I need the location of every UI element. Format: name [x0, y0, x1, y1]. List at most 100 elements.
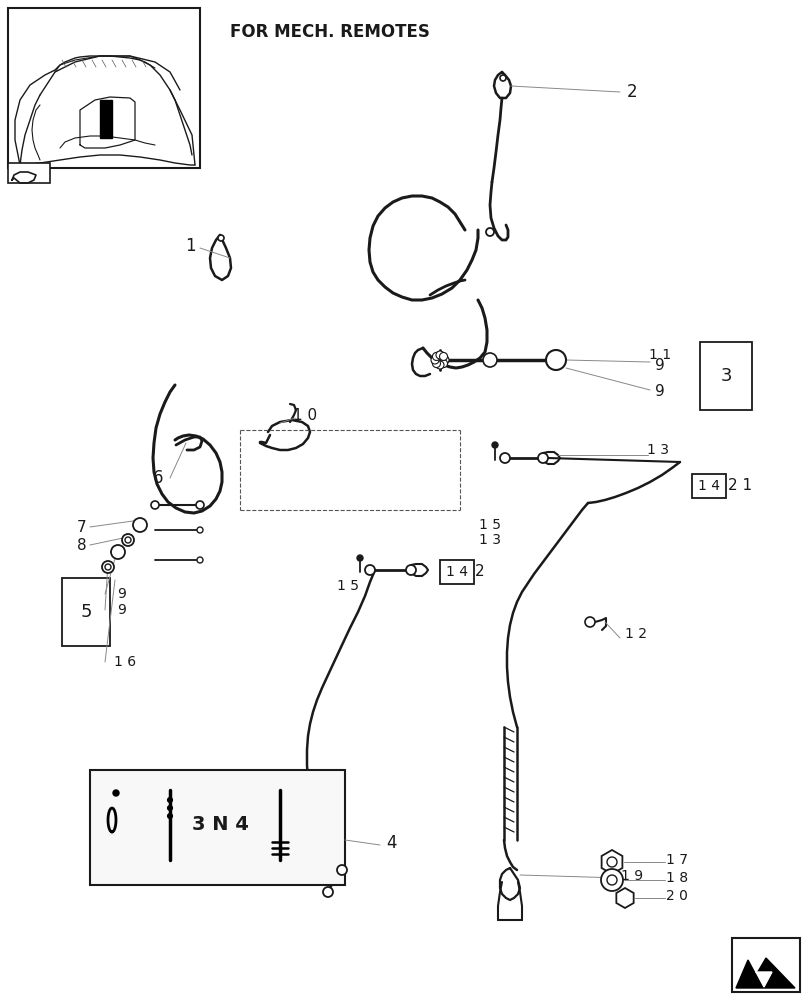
Text: 1 9: 1 9 — [620, 869, 642, 883]
Text: 1 0: 1 0 — [293, 408, 316, 422]
Circle shape — [115, 547, 120, 552]
Circle shape — [545, 350, 565, 370]
Circle shape — [486, 228, 493, 236]
Circle shape — [487, 360, 492, 366]
Text: 1 4: 1 4 — [445, 565, 467, 579]
Circle shape — [607, 875, 616, 885]
Circle shape — [436, 351, 444, 359]
Polygon shape — [616, 888, 633, 908]
Circle shape — [135, 524, 140, 529]
Circle shape — [167, 797, 172, 802]
Circle shape — [102, 561, 114, 573]
Circle shape — [431, 356, 439, 364]
Circle shape — [135, 521, 140, 526]
Polygon shape — [601, 850, 621, 874]
Circle shape — [125, 537, 131, 543]
Circle shape — [337, 865, 346, 875]
Circle shape — [113, 790, 119, 796]
Text: 2: 2 — [474, 564, 484, 580]
Circle shape — [111, 545, 125, 559]
Circle shape — [105, 564, 111, 570]
Text: 9: 9 — [654, 384, 664, 399]
Circle shape — [323, 887, 333, 897]
Circle shape — [432, 352, 440, 360]
Bar — [8, 163, 50, 183]
Circle shape — [500, 453, 509, 463]
Polygon shape — [165, 852, 175, 862]
Circle shape — [167, 805, 172, 810]
Polygon shape — [755, 972, 771, 987]
Polygon shape — [275, 790, 285, 800]
Polygon shape — [12, 174, 20, 180]
Text: 1 3: 1 3 — [646, 443, 668, 457]
Circle shape — [133, 518, 147, 532]
Circle shape — [139, 521, 144, 526]
Circle shape — [487, 354, 492, 360]
Circle shape — [600, 869, 622, 891]
Circle shape — [365, 565, 375, 575]
Text: 9: 9 — [654, 358, 664, 372]
Circle shape — [137, 520, 142, 525]
Circle shape — [118, 550, 122, 554]
Bar — [731, 938, 799, 992]
Text: 9: 9 — [118, 587, 127, 601]
Circle shape — [607, 857, 616, 867]
Circle shape — [489, 359, 495, 365]
Circle shape — [151, 501, 159, 509]
Circle shape — [439, 360, 447, 368]
Circle shape — [137, 525, 142, 530]
Text: 1 4: 1 4 — [697, 479, 719, 493]
Circle shape — [436, 361, 444, 369]
Circle shape — [135, 522, 139, 528]
Circle shape — [115, 552, 120, 557]
Text: 1 3: 1 3 — [478, 533, 500, 547]
Circle shape — [217, 235, 224, 241]
Text: 7: 7 — [77, 520, 87, 534]
Circle shape — [584, 617, 594, 627]
Circle shape — [139, 522, 145, 528]
Circle shape — [484, 355, 490, 361]
Text: 8: 8 — [77, 538, 87, 552]
Text: 6: 6 — [152, 469, 163, 487]
Circle shape — [432, 360, 440, 368]
Bar — [8, 8, 200, 168]
Text: 1: 1 — [184, 237, 195, 255]
Circle shape — [167, 813, 172, 818]
Text: 3: 3 — [719, 367, 731, 385]
Circle shape — [357, 555, 363, 561]
Text: 1 5: 1 5 — [337, 579, 358, 593]
Circle shape — [117, 548, 122, 553]
Text: 3 N 4: 3 N 4 — [191, 815, 248, 834]
Circle shape — [195, 501, 204, 509]
Bar — [691, 474, 725, 498]
Circle shape — [431, 352, 448, 368]
Circle shape — [406, 565, 415, 575]
Circle shape — [114, 548, 118, 553]
Text: 1 7: 1 7 — [665, 853, 687, 867]
Circle shape — [439, 352, 447, 360]
Circle shape — [117, 551, 122, 556]
Circle shape — [500, 75, 505, 81]
Bar — [440, 560, 474, 584]
Text: 1 6: 1 6 — [114, 655, 136, 669]
Circle shape — [122, 534, 134, 546]
Text: 1 1: 1 1 — [648, 348, 670, 362]
Text: 2: 2 — [626, 83, 637, 101]
Circle shape — [483, 353, 496, 367]
Text: 4: 4 — [386, 834, 397, 852]
Circle shape — [113, 550, 118, 554]
Circle shape — [197, 557, 203, 563]
Bar — [100, 100, 112, 138]
Circle shape — [538, 453, 547, 463]
Circle shape — [483, 357, 489, 363]
Text: 9: 9 — [118, 603, 127, 617]
Text: 1 2: 1 2 — [624, 627, 646, 641]
Polygon shape — [735, 958, 794, 988]
Circle shape — [490, 357, 496, 363]
Circle shape — [139, 524, 144, 529]
Text: 2 0: 2 0 — [665, 889, 687, 903]
Text: FOR MECH. REMOTES: FOR MECH. REMOTES — [230, 23, 429, 41]
Bar — [699, 342, 751, 410]
Circle shape — [491, 442, 497, 448]
Circle shape — [197, 527, 203, 533]
